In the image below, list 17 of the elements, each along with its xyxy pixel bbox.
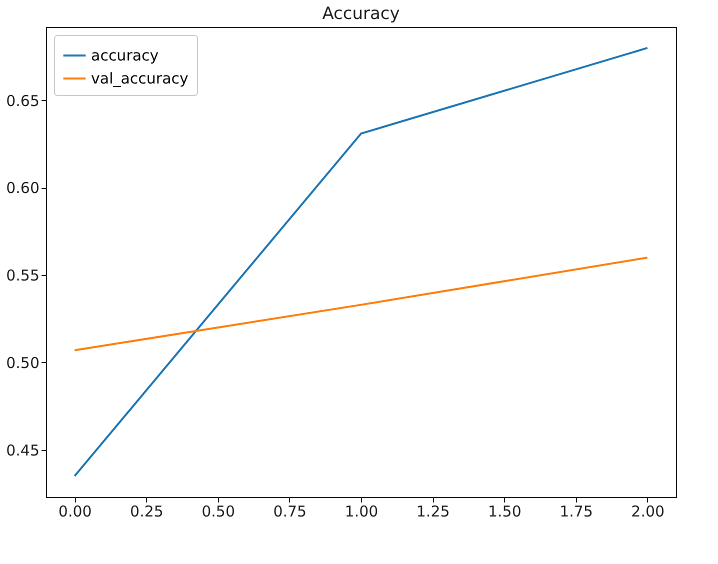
y-tick-label: 0.45 <box>6 441 40 460</box>
x-tick-label: 1.50 <box>488 502 522 520</box>
x-tick-label: 1.75 <box>560 502 593 520</box>
y-tick-label: 0.50 <box>6 354 40 372</box>
x-tick-label: 0.25 <box>130 502 164 520</box>
legend-label: accuracy <box>91 46 159 64</box>
x-tick-label: 2.00 <box>631 502 665 520</box>
x-tick-label: 0.00 <box>58 502 92 520</box>
x-tick-label: 0.50 <box>202 502 236 520</box>
legend-label: val_accuracy <box>91 70 189 88</box>
x-tick-label: 0.75 <box>273 502 307 520</box>
y-tick-label: 0.55 <box>6 266 40 285</box>
y-tick-label: 0.65 <box>6 92 40 110</box>
x-tick-label: 1.25 <box>416 502 450 520</box>
chart-title: Accuracy <box>322 4 400 24</box>
y-tick-label: 0.60 <box>6 179 40 198</box>
x-tick-label: 1.00 <box>344 502 378 520</box>
